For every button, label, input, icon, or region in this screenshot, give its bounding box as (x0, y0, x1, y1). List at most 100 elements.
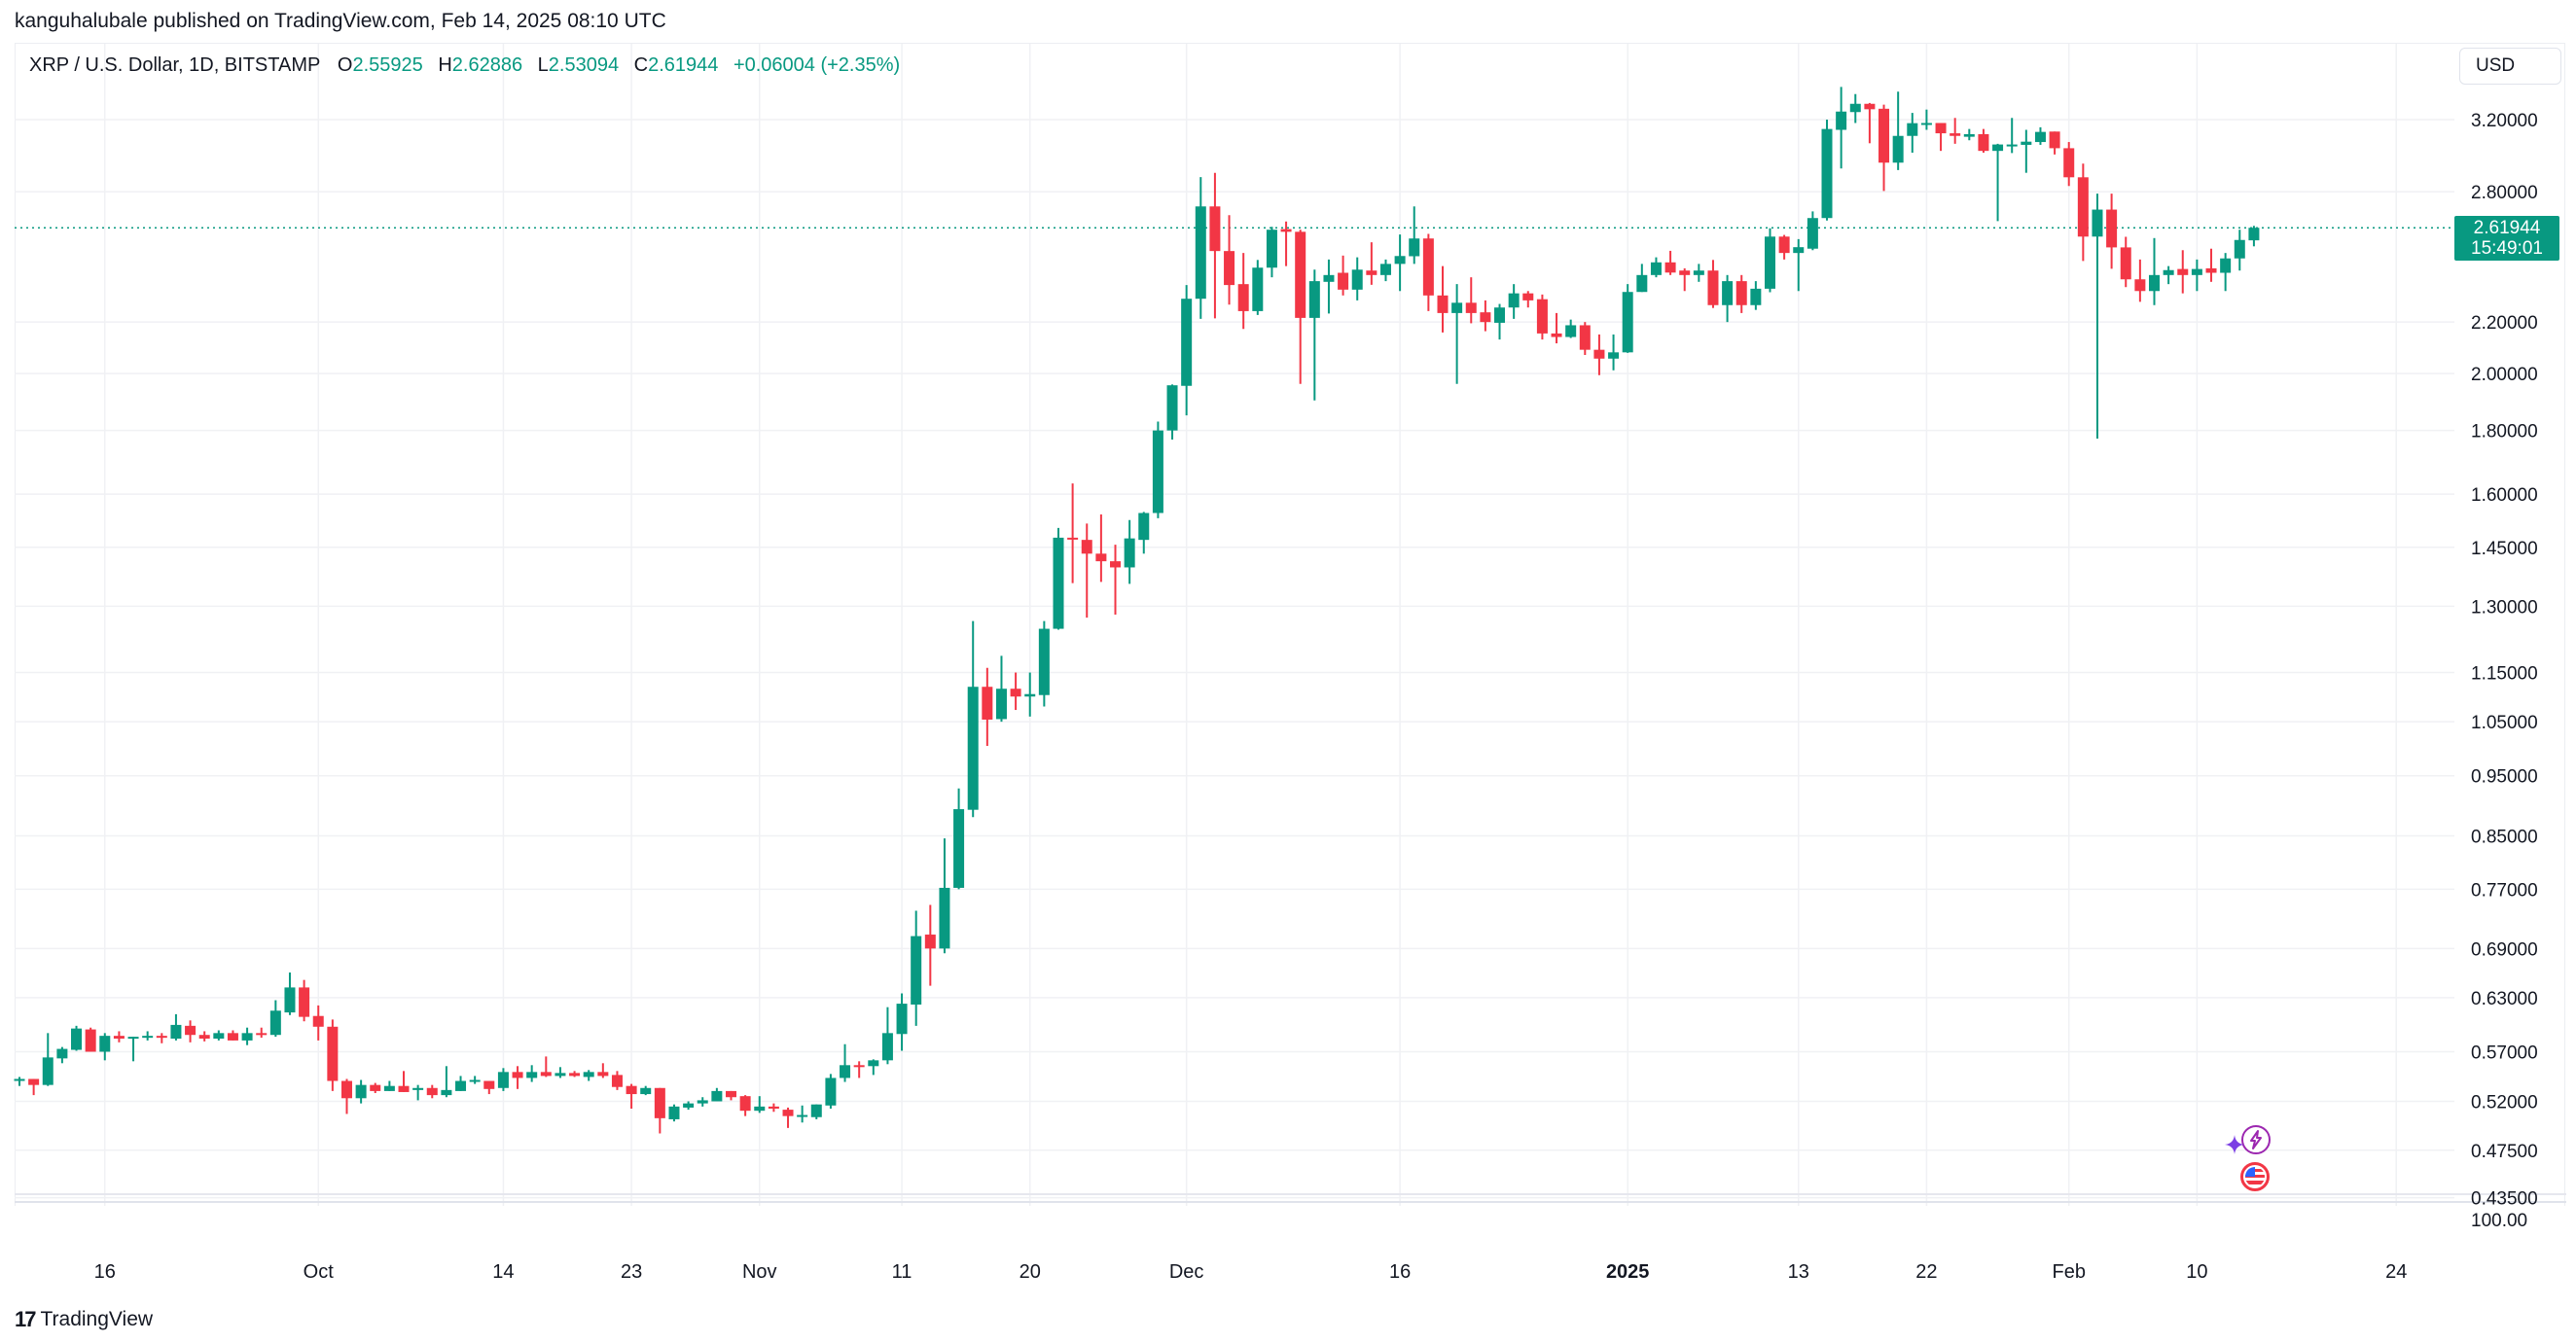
candle-down[interactable] (1209, 172, 1221, 319)
candle-up[interactable] (1451, 284, 1463, 384)
candle-down[interactable] (370, 1082, 381, 1094)
candle-down[interactable] (540, 1056, 552, 1078)
candle-up[interactable] (640, 1085, 652, 1096)
candle-down[interactable] (1465, 277, 1477, 324)
candle-down[interactable] (227, 1030, 238, 1041)
tradingview-brand[interactable]: 17 TradingView (15, 1307, 153, 1332)
candle-down[interactable] (256, 1027, 268, 1039)
candle-up[interactable] (1166, 384, 1178, 440)
candle-up[interactable] (1379, 259, 1391, 282)
symbol-title[interactable]: XRP / U.S. Dollar, 1D, BITSTAMP (29, 54, 321, 76)
candle-down[interactable] (1551, 312, 1562, 344)
candle-up[interactable] (142, 1031, 154, 1041)
candle-up[interactable] (1722, 274, 1734, 323)
candle-down[interactable] (924, 904, 936, 986)
candle-up[interactable] (2092, 194, 2103, 440)
candle-down[interactable] (611, 1071, 623, 1090)
candle-up[interactable] (455, 1076, 467, 1091)
candle-down[interactable] (654, 1087, 665, 1134)
candle-up[interactable] (2034, 126, 2046, 145)
candle-up[interactable] (2006, 118, 2018, 154)
candle-up[interactable] (170, 1013, 182, 1041)
candle-up[interactable] (583, 1070, 594, 1081)
candle-down[interactable] (113, 1031, 125, 1043)
candle-down[interactable] (1081, 523, 1092, 618)
candle-up[interactable] (99, 1033, 111, 1061)
candle-up[interactable] (868, 1059, 879, 1076)
price-axis[interactable]: 3.20000 2.80000 2.20000 2.00000 1.80000 1.600… (2471, 111, 2538, 1210)
candle-up[interactable] (284, 972, 296, 1015)
candle-up[interactable] (2149, 237, 2160, 305)
candle-up[interactable] (383, 1080, 395, 1091)
candle-down[interactable] (398, 1071, 410, 1092)
candle-down[interactable] (2205, 248, 2217, 282)
candle-down[interactable] (1437, 265, 1449, 333)
candle-up[interactable] (1920, 109, 1932, 130)
candle-down[interactable] (626, 1083, 637, 1110)
candle-up[interactable] (526, 1065, 538, 1082)
candle-down[interactable] (1295, 230, 1306, 384)
candle-down[interactable] (1095, 513, 1107, 583)
currency-button[interactable]: USD (2459, 48, 2561, 85)
candle-down[interactable] (2077, 163, 2089, 262)
candle-down[interactable] (2049, 131, 2060, 155)
candle-up[interactable] (1907, 113, 1918, 154)
candle-down[interactable] (1735, 274, 1747, 313)
candle-down[interactable] (569, 1071, 581, 1078)
candle-up[interactable] (911, 910, 922, 1026)
candle-down[interactable] (1536, 294, 1548, 340)
candle-up[interactable] (497, 1068, 509, 1091)
candle-up[interactable] (754, 1096, 766, 1113)
candle-up[interactable] (2191, 259, 2202, 292)
candle-down[interactable] (1864, 102, 1876, 144)
candle-up[interactable] (939, 838, 950, 954)
candle-down[interactable] (1935, 123, 1947, 152)
candle-up[interactable] (1963, 128, 1975, 141)
candle-up[interactable] (1409, 206, 1420, 265)
candle-down[interactable] (1878, 104, 1890, 192)
candle-up[interactable] (2234, 230, 2245, 271)
candle-up[interactable] (127, 1037, 139, 1062)
candle-up[interactable] (953, 788, 965, 890)
candle-up[interactable] (668, 1104, 680, 1122)
candle-down[interactable] (1593, 334, 1605, 375)
candle-up[interactable] (1636, 264, 1648, 293)
candle-up[interactable] (881, 1007, 893, 1065)
candle-down[interactable] (312, 1005, 324, 1041)
candle-up[interactable] (1608, 334, 1620, 371)
candle-up[interactable] (995, 655, 1007, 723)
candle-down[interactable] (2106, 194, 2118, 269)
candle-up[interactable] (1992, 143, 2004, 222)
candle-down[interactable] (1978, 128, 1989, 154)
candle-down[interactable] (1579, 322, 1591, 356)
candle-up[interactable] (2248, 226, 2260, 247)
candle-up[interactable] (1152, 421, 1163, 518)
candle-up[interactable] (825, 1074, 837, 1110)
candle-up[interactable] (213, 1030, 225, 1041)
candle-up[interactable] (1252, 260, 1264, 315)
candle-up[interactable] (1565, 319, 1577, 338)
candle-up[interactable] (1038, 620, 1050, 707)
candle-down[interactable] (1366, 242, 1377, 285)
candle-down[interactable] (426, 1084, 438, 1099)
candle-up[interactable] (1836, 87, 1847, 169)
candle-up[interactable] (967, 620, 979, 818)
candle-down[interactable] (2177, 250, 2189, 294)
candle-down[interactable] (1110, 545, 1122, 616)
candle-up[interactable] (810, 1104, 822, 1119)
candle-up[interactable] (697, 1097, 708, 1107)
candle-down[interactable] (1067, 483, 1079, 583)
lightning-sparkle-icon[interactable] (2241, 1125, 2271, 1154)
candle-down[interactable] (2120, 236, 2131, 288)
candle-up[interactable] (1849, 93, 1861, 124)
candle-up[interactable] (797, 1105, 808, 1123)
candle-up[interactable] (42, 1033, 54, 1086)
candle-up[interactable] (14, 1077, 25, 1086)
candle-up[interactable] (1394, 234, 1406, 292)
candle-up[interactable] (1807, 211, 1818, 251)
candle-up[interactable] (1323, 259, 1335, 314)
candle-up[interactable] (1308, 269, 1320, 401)
candle-down[interactable] (1778, 234, 1790, 260)
candle-up[interactable] (1181, 285, 1193, 416)
